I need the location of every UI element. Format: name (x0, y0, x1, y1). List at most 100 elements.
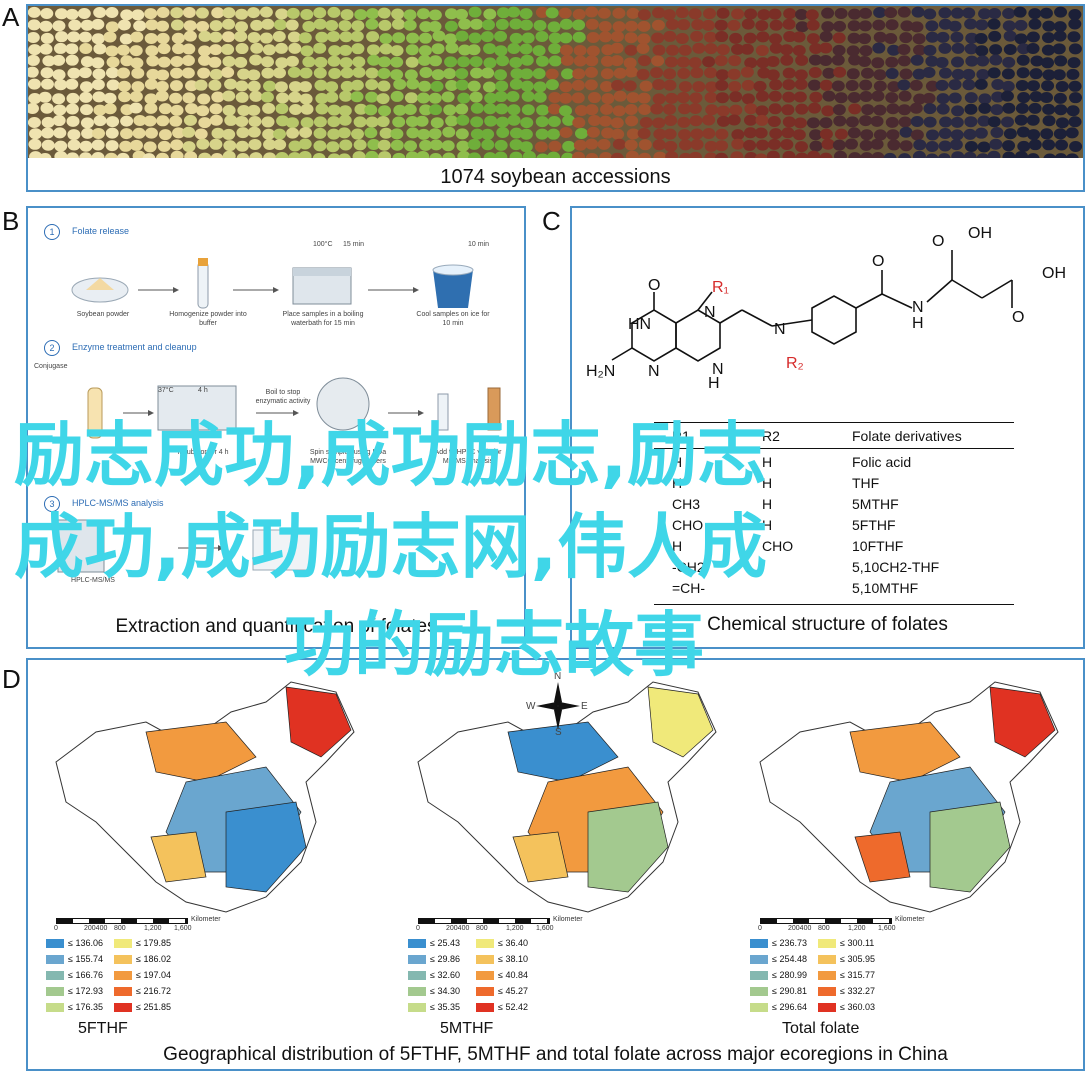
legend-swatch (476, 939, 494, 949)
chem-atom: N (712, 361, 724, 378)
panel-b: 1 Folate release Soybean powder Homogeni… (26, 206, 526, 649)
legend-swatch (750, 971, 768, 981)
legend-label: ≤ 38.10 (498, 954, 528, 964)
legend-swatch (114, 939, 132, 949)
chem-atom: H (708, 375, 720, 392)
soybean-powder-label: Soybean powder (76, 311, 130, 318)
legend-swatch (408, 987, 426, 997)
panel-a: 1074 soybean accessions (26, 4, 1085, 192)
legend-swatch (818, 987, 836, 997)
legend-item: ≤ 25.43 (408, 938, 460, 949)
legend-item: ≤ 45.27 (476, 986, 528, 997)
ecoregion (512, 831, 569, 883)
table-header-rule (654, 448, 1014, 449)
table-header-r1: R1 (672, 428, 690, 444)
legend-swatch (114, 971, 132, 981)
step-3-number: 3 (44, 496, 60, 512)
step-1-number: 1 (44, 224, 60, 240)
legend-label: ≤ 251.85 (136, 1002, 171, 1012)
chem-atom: O (1012, 309, 1024, 326)
chem-atom: OH (1042, 265, 1066, 282)
time2-label: 10 min (468, 241, 490, 248)
legend-item: ≤ 236.73 (750, 938, 807, 949)
panel-letter-d: D (2, 664, 21, 694)
map-title: Total folate (782, 1020, 860, 1037)
legend-item: ≤ 52.42 (476, 1002, 528, 1013)
legend-swatch (750, 955, 768, 965)
legend-label: ≤ 45.27 (498, 986, 528, 996)
legend-item: ≤ 35.35 (408, 1002, 460, 1013)
legend-swatch (818, 939, 836, 949)
table-cell: CHO (672, 517, 704, 533)
step-3-title: HPLC-MS/MS analysis (72, 498, 164, 508)
spin-label: Spin samples using KDa MWCO centrifugal … (309, 449, 387, 465)
table-cell: 5,10CH2-THF (852, 559, 940, 575)
ecoregion (285, 686, 352, 758)
table-cell: 5,10MTHF (852, 580, 919, 596)
legend-label: ≤ 29.86 (430, 954, 460, 964)
legend-swatch (408, 1003, 426, 1013)
table-cell: 10FTHF (852, 538, 904, 554)
panel-c: HN O H₂N N N R₁ N H N R₂ O N H O OH OH O… (570, 206, 1085, 649)
boiling-label: Place samples in a boiling waterbath for… (282, 311, 364, 327)
china-map (759, 681, 1059, 913)
legend-item: ≤ 300.11 (818, 938, 874, 949)
chem-atom: H (912, 315, 924, 332)
legend-swatch (408, 955, 426, 965)
time3-label: 4 h (198, 387, 208, 394)
scale-tick: 1,200 (848, 925, 866, 932)
panel-c-caption: Chemical structure of folates (707, 614, 948, 635)
legend-swatch (476, 987, 494, 997)
chem-atom: O (872, 253, 884, 270)
scale-tick: 1,600 (878, 925, 896, 932)
legend-swatch (46, 939, 64, 949)
legend-item: ≤ 136.06 (46, 938, 103, 949)
incubator-label: Incubator for 4 h (177, 449, 229, 456)
legend-item: ≤ 172.93 (46, 986, 103, 997)
table-cell: THF (852, 475, 880, 491)
scale-tick: 1,600 (174, 925, 192, 932)
legend-swatch (750, 939, 768, 949)
legend-item: ≤ 186.02 (114, 954, 171, 965)
legend-label: ≤ 315.77 (840, 970, 875, 980)
legend-swatch (750, 987, 768, 997)
panel-d-caption: Geographical distribution of 5FTHF, 5MTH… (163, 1044, 948, 1065)
scale-tick: 800 (818, 925, 830, 932)
homogenize-label: Homogenize powder into buffer (169, 311, 247, 327)
legend-label: ≤ 305.95 (840, 954, 875, 964)
step-3-illustration (57, 519, 314, 573)
legend-item: ≤ 34.30 (408, 986, 460, 997)
chem-atom: H₂N (586, 363, 615, 380)
legend-label: ≤ 179.85 (136, 938, 171, 948)
scale-tick: 1,600 (536, 925, 554, 932)
panel-letter-a: A (2, 2, 20, 32)
table-cell: CH3 (672, 496, 701, 512)
table-cell: =CH- (672, 580, 706, 596)
scale-tick: 0 (758, 925, 762, 932)
compass-w: W (526, 701, 536, 712)
legend-item: ≤ 40.84 (476, 970, 528, 981)
map-title: 5MTHF (440, 1020, 494, 1037)
table-top-rule (654, 422, 1014, 423)
scale-unit: Kilometer (553, 916, 583, 923)
legend-item: ≤ 332.27 (818, 986, 875, 997)
ecoregion (225, 801, 307, 893)
legend-item: ≤ 251.85 (114, 1002, 171, 1013)
legend-swatch (408, 939, 426, 949)
legend-swatch (46, 955, 64, 965)
legend-swatch (114, 955, 132, 965)
legend-item: ≤ 216.72 (114, 986, 171, 997)
ecoregion (989, 686, 1056, 758)
legend-swatch (476, 955, 494, 965)
china-map (417, 681, 717, 913)
step-2-number: 2 (44, 340, 60, 356)
legend-item: ≤ 38.10 (476, 954, 528, 965)
ecoregion (854, 831, 911, 883)
legend-item: ≤ 360.03 (818, 1002, 875, 1013)
legend-swatch (114, 1003, 132, 1013)
map-title: 5FTHF (78, 1020, 128, 1037)
scale-tick: 0 (416, 925, 420, 932)
legend-item: ≤ 280.99 (750, 970, 807, 981)
conjugase-label: Conjugase (34, 363, 68, 370)
scale-unit: Kilometer (191, 916, 221, 923)
